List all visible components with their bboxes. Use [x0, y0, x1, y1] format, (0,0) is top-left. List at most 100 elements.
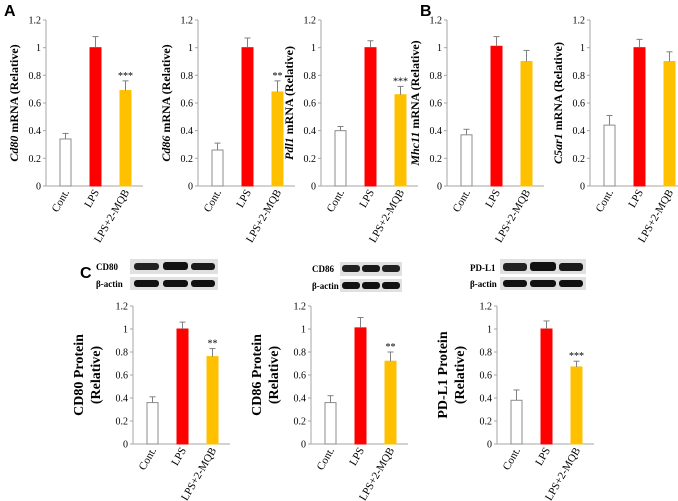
- chart-2: 0 0.2 0.4 0.6 0.8 1 1.2 Cd86 mRNA (Relative) Con…: [159, 16, 295, 245]
- chart-3: 0 0.2 0.4 0.6 0.8 1 1.2 Pdl1 mRNA (Relative) Con…: [282, 16, 418, 245]
- bar: [520, 61, 533, 187]
- y-tick-label: 0.4: [294, 394, 307, 405]
- y-tick-label: 0.8: [480, 348, 493, 359]
- y-axis-unit: mRNA (Relative): [551, 42, 565, 133]
- y-tick-label: 1.2: [294, 302, 307, 313]
- y-tick-label: 0: [123, 440, 128, 451]
- y-tick-label: 0.2: [573, 154, 586, 165]
- blot-band: [163, 262, 188, 270]
- blot-band: [530, 280, 556, 287]
- blot-band: [559, 263, 583, 271]
- y-axis-label-line1: CD80 Protein: [72, 334, 87, 416]
- y-tick-label: 0.2: [29, 154, 42, 165]
- y-tick-label: 0.8: [181, 71, 194, 82]
- chart-7: 0 0.2 0.4 0.6 0.8 1 1.2 CD86 Protein (Relative) C…: [250, 302, 408, 501]
- y-axis-label: Mhc11 mRNA (Relative): [408, 40, 422, 166]
- y-tick-label: 0.8: [116, 348, 129, 359]
- significance-marker: **: [208, 339, 218, 350]
- category-label: LPS: [533, 446, 553, 468]
- y-axis-label-line2: (Relative): [89, 346, 104, 405]
- significance-marker: **: [386, 342, 396, 353]
- bar: [460, 134, 473, 187]
- bar: [633, 47, 646, 187]
- bar: [334, 130, 347, 187]
- y-tick-label: 0: [437, 182, 442, 193]
- y-tick-label: 1.2: [116, 302, 129, 313]
- y-tick-label: 0.4: [573, 126, 586, 137]
- chart-5: 0 0.2 0.4 0.6 0.8 1 1.2 C5ar1 mRNA (Relative) Co…: [551, 16, 678, 245]
- y-tick-label: 1.2: [573, 16, 586, 27]
- bar: [540, 328, 553, 445]
- blot-protein-label: CD80: [96, 262, 118, 272]
- blot-cd86: CD86 β-actin: [312, 262, 402, 292]
- category-label: LPS: [234, 188, 254, 210]
- y-tick-label: 0.8: [304, 71, 317, 82]
- y-tick-label: 0: [188, 182, 193, 193]
- y-tick-label: 0.4: [29, 126, 42, 137]
- blot-band: [382, 282, 400, 289]
- y-tick-label: 0.4: [430, 126, 443, 137]
- y-tick-label: 1.2: [304, 16, 317, 27]
- y-axis-unit: mRNA (Relative): [159, 44, 173, 135]
- category-label: Cont.: [137, 445, 160, 472]
- y-tick-label: 0: [487, 440, 492, 451]
- y-tick-label: 1: [123, 325, 128, 336]
- chart-6: 0 0.2 0.4 0.6 0.8 1 1.2 CD80 Protein (Relative) C…: [72, 302, 230, 501]
- y-tick-label: 0: [580, 182, 585, 193]
- blot-loading-label: β-actin: [96, 279, 123, 289]
- y-axis-unit: mRNA (Relative): [7, 44, 21, 135]
- blot-loading-label: β-actin: [312, 281, 339, 291]
- y-axis-label-line1: CD86 Protein: [250, 334, 265, 416]
- panel-label-b: B: [420, 3, 432, 20]
- blot-cd80: CD80 β-actin: [96, 259, 218, 290]
- y-tick-label: 1: [580, 43, 585, 54]
- blot-band: [163, 280, 188, 287]
- y-axis-gene-name: Mhc11: [408, 132, 422, 167]
- y-tick-label: 0: [311, 182, 316, 193]
- y-axis-label: Pdl1 mRNA (Relative): [282, 46, 296, 160]
- y-tick-label: 1: [437, 43, 442, 54]
- significance-marker: ***: [393, 76, 408, 87]
- category-label: Cont.: [325, 187, 348, 214]
- blot-band: [134, 263, 159, 270]
- y-tick-label: 0.6: [304, 99, 317, 110]
- y-tick-label: 0: [301, 440, 306, 451]
- category-label: Cont.: [50, 187, 73, 214]
- y-tick-label: 0.6: [430, 99, 443, 110]
- bar: [663, 61, 676, 187]
- blot-band: [362, 282, 380, 289]
- y-axis-unit: mRNA (Relative): [282, 46, 296, 137]
- y-tick-label: 0.2: [430, 154, 443, 165]
- y-tick-label: 1: [36, 43, 41, 54]
- y-tick-label: 0: [36, 182, 41, 193]
- y-axis-label-line2: (Relative): [453, 346, 468, 405]
- bar: [211, 149, 224, 187]
- y-tick-label: 1.2: [430, 16, 443, 27]
- category-label: Cont.: [315, 445, 338, 472]
- significance-marker: **: [273, 71, 283, 82]
- bar: [176, 328, 189, 445]
- blot-band: [191, 280, 215, 287]
- blot-band: [530, 262, 556, 271]
- y-tick-label: 0.4: [116, 394, 129, 405]
- bar: [241, 47, 254, 187]
- bar: [89, 47, 102, 187]
- y-tick-label: 0.2: [116, 417, 129, 428]
- blot-protein-label: PD-L1: [470, 263, 496, 273]
- y-tick-label: 0.6: [573, 99, 586, 110]
- blot-band: [503, 263, 527, 271]
- significance-marker: ***: [118, 71, 133, 82]
- y-tick-label: 1: [487, 325, 492, 336]
- bar: [570, 366, 583, 445]
- blot-band: [342, 265, 360, 272]
- y-tick-label: 0.2: [480, 417, 493, 428]
- blot-band: [134, 280, 159, 287]
- y-tick-label: 1.2: [29, 16, 42, 27]
- y-tick-label: 0.8: [430, 71, 443, 82]
- y-axis-gene-name: Pdl1: [282, 137, 296, 160]
- y-axis-label-line2: (Relative): [267, 346, 282, 405]
- category-label: LPS: [483, 188, 503, 210]
- blot-band: [559, 280, 583, 287]
- category-label: Cont.: [501, 445, 524, 472]
